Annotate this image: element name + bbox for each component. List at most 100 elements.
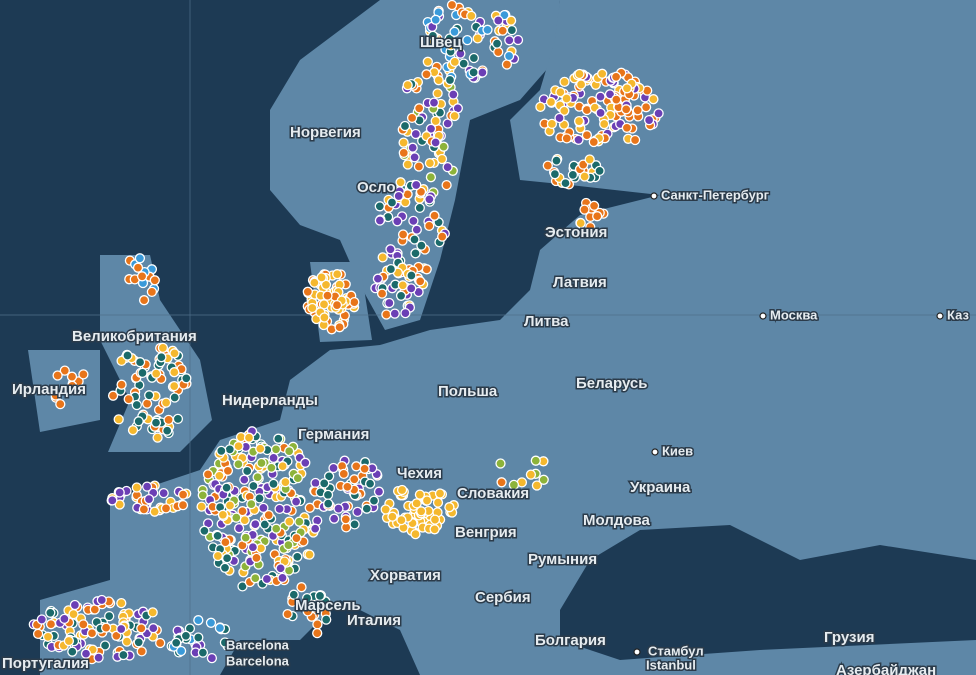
marker[interactable] <box>446 0 458 11</box>
marker[interactable] <box>251 552 262 564</box>
marker[interactable] <box>551 155 562 166</box>
marker[interactable] <box>506 24 518 36</box>
marker[interactable] <box>410 528 421 540</box>
marker[interactable] <box>163 414 174 426</box>
marker[interactable] <box>67 380 78 392</box>
marker[interactable] <box>93 652 104 663</box>
marker[interactable] <box>400 307 411 319</box>
marker[interactable] <box>242 465 253 477</box>
marker[interactable] <box>407 142 418 153</box>
marker[interactable] <box>255 443 266 454</box>
marker[interactable] <box>219 562 231 573</box>
marker[interactable] <box>503 50 515 62</box>
marker[interactable] <box>59 613 70 625</box>
marker[interactable] <box>373 486 385 497</box>
marker[interactable] <box>248 480 259 492</box>
marker[interactable] <box>68 608 79 620</box>
marker[interactable] <box>45 619 57 630</box>
marker[interactable] <box>424 194 435 205</box>
marker[interactable] <box>309 277 320 288</box>
marker[interactable] <box>158 487 169 499</box>
marker[interactable] <box>319 312 330 323</box>
marker[interactable] <box>78 369 89 380</box>
marker[interactable] <box>381 309 392 320</box>
marker[interactable] <box>131 482 142 493</box>
marker[interactable] <box>175 645 187 657</box>
marker[interactable] <box>432 88 443 99</box>
marker[interactable] <box>402 79 413 91</box>
marker[interactable] <box>144 390 155 401</box>
marker[interactable] <box>386 197 398 208</box>
marker[interactable] <box>364 478 376 489</box>
marker[interactable] <box>530 455 541 466</box>
marker[interactable] <box>42 631 54 642</box>
marker[interactable] <box>138 295 150 306</box>
marker[interactable] <box>597 68 608 79</box>
marker[interactable] <box>402 159 413 170</box>
marker[interactable] <box>99 640 111 651</box>
marker[interactable] <box>374 215 386 226</box>
marker[interactable] <box>271 523 282 534</box>
marker[interactable] <box>274 503 285 515</box>
marker[interactable] <box>445 40 456 51</box>
marker[interactable] <box>621 83 633 94</box>
marker[interactable] <box>413 161 425 172</box>
marker[interactable] <box>629 134 641 146</box>
marker[interactable] <box>595 107 606 119</box>
marker[interactable] <box>294 516 305 527</box>
marker[interactable] <box>116 379 127 390</box>
marker[interactable] <box>409 234 420 245</box>
marker[interactable] <box>132 262 144 273</box>
marker[interactable] <box>374 201 385 212</box>
marker[interactable] <box>455 48 466 59</box>
marker[interactable] <box>329 513 340 524</box>
marker[interactable] <box>531 480 543 491</box>
marker[interactable] <box>399 120 411 132</box>
marker[interactable] <box>133 637 144 648</box>
marker[interactable] <box>307 302 318 314</box>
marker[interactable] <box>321 614 332 625</box>
marker[interactable] <box>559 76 570 88</box>
marker[interactable] <box>277 461 288 472</box>
marker[interactable] <box>310 523 321 534</box>
marker[interactable] <box>149 275 160 286</box>
marker[interactable] <box>319 478 330 489</box>
marker[interactable] <box>177 489 189 500</box>
marker[interactable] <box>448 89 459 100</box>
marker[interactable] <box>372 273 384 284</box>
marker[interactable] <box>442 161 453 173</box>
marker[interactable] <box>160 397 172 408</box>
marker[interactable] <box>196 501 207 512</box>
marker[interactable] <box>621 122 633 133</box>
marker[interactable] <box>127 425 139 436</box>
marker[interactable] <box>111 630 122 641</box>
marker[interactable] <box>504 35 515 46</box>
marker[interactable] <box>397 229 409 240</box>
marker[interactable] <box>78 619 89 630</box>
marker[interactable] <box>545 96 557 108</box>
marker[interactable] <box>414 202 425 214</box>
marker[interactable] <box>302 286 313 297</box>
marker[interactable] <box>508 479 520 491</box>
marker[interactable] <box>477 67 488 78</box>
marker[interactable] <box>433 75 444 86</box>
marker[interactable] <box>239 515 250 526</box>
marker[interactable] <box>462 34 473 46</box>
marker[interactable] <box>136 271 148 282</box>
marker[interactable] <box>143 493 155 505</box>
marker[interactable] <box>384 297 395 309</box>
marker[interactable] <box>114 487 125 498</box>
marker[interactable] <box>134 253 146 264</box>
marker[interactable] <box>233 441 244 452</box>
marker[interactable] <box>310 477 321 489</box>
marker[interactable] <box>482 24 493 35</box>
marker[interactable] <box>172 413 184 425</box>
marker[interactable] <box>231 512 242 523</box>
marker[interactable] <box>416 506 427 517</box>
marker[interactable] <box>468 52 480 64</box>
marker[interactable] <box>50 390 61 401</box>
marker[interactable] <box>250 519 261 530</box>
marker[interactable] <box>96 594 107 606</box>
marker[interactable] <box>444 74 456 86</box>
marker[interactable] <box>220 537 231 548</box>
